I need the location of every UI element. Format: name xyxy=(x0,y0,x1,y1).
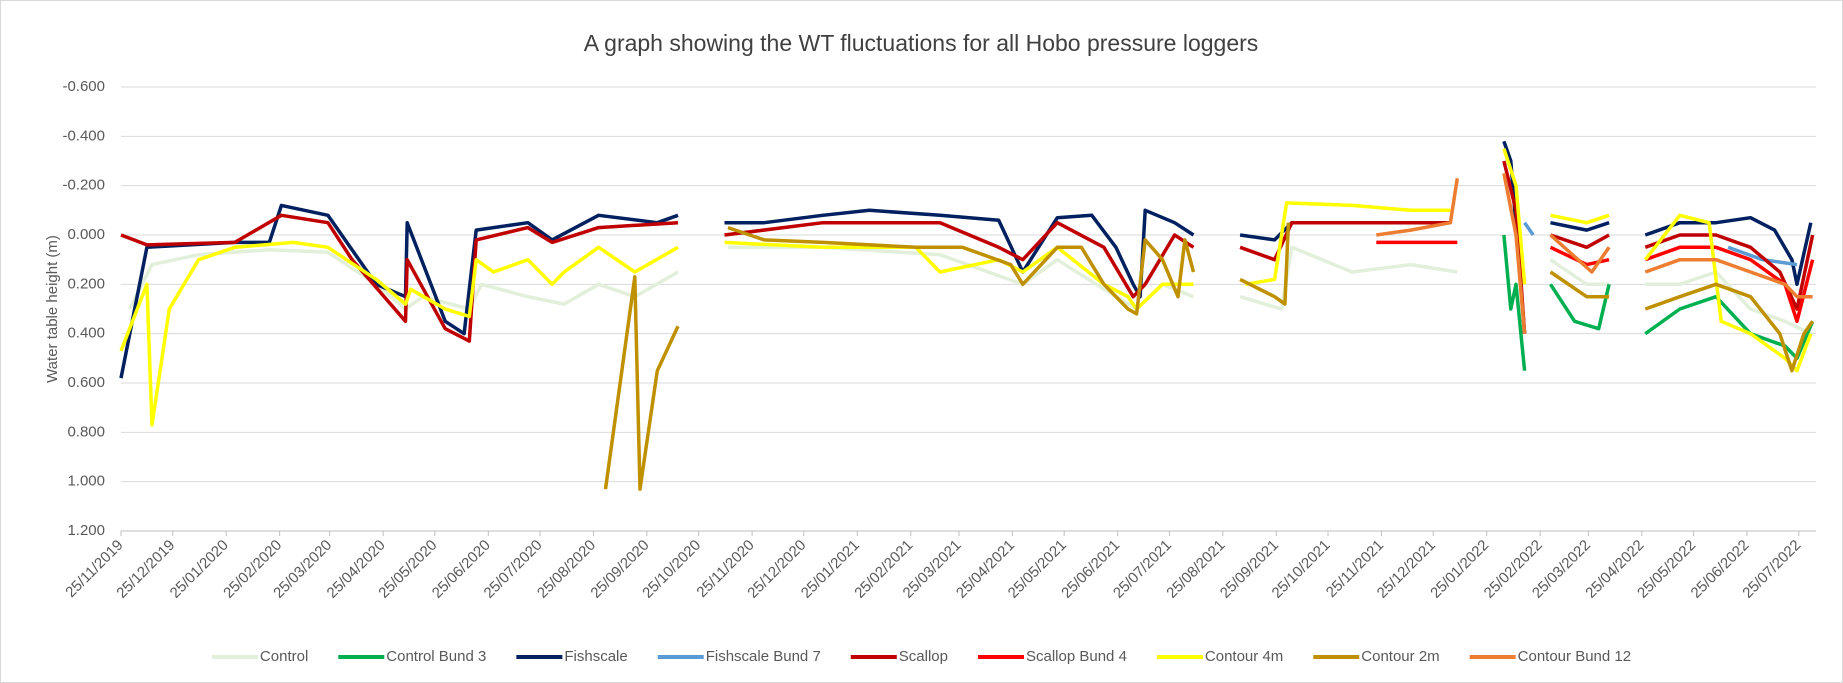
series-line xyxy=(603,222,1815,491)
legend-label: Control xyxy=(260,648,308,665)
y-tick-label: -0.400 xyxy=(62,127,105,144)
y-tick-label: 0.200 xyxy=(67,275,105,292)
series-line xyxy=(1376,172,1813,334)
y-tick-label: 0.000 xyxy=(67,226,105,243)
legend-label: Contour Bund 12 xyxy=(1518,648,1631,665)
legend-label: Fishscale xyxy=(564,648,627,665)
legend-label: Scallop Bund 4 xyxy=(1026,648,1127,665)
y-tick-label: 0.800 xyxy=(67,423,105,440)
series-line xyxy=(1376,240,1815,324)
legend-label: Scallop xyxy=(899,648,948,665)
legend-label: Contour 4m xyxy=(1205,648,1283,665)
chart-title: A graph showing the WT fluctuations for … xyxy=(584,30,1259,56)
legend-label: Contour 2m xyxy=(1361,648,1439,665)
series-line xyxy=(120,160,1815,343)
y-tick-label: 0.600 xyxy=(67,374,105,391)
y-tick-label: 1.200 xyxy=(67,522,105,539)
y-tick-label: 1.000 xyxy=(67,473,105,490)
y-tick-label: -0.200 xyxy=(62,177,105,194)
y-axis-label: Water table height (m) xyxy=(44,235,61,383)
legend-label: Control Bund 3 xyxy=(386,648,486,665)
legend-label: Fishscale Bund 7 xyxy=(706,648,821,665)
y-tick-label: 0.400 xyxy=(67,325,105,342)
y-tick-label: -0.600 xyxy=(62,78,105,95)
series-line xyxy=(119,148,1813,427)
